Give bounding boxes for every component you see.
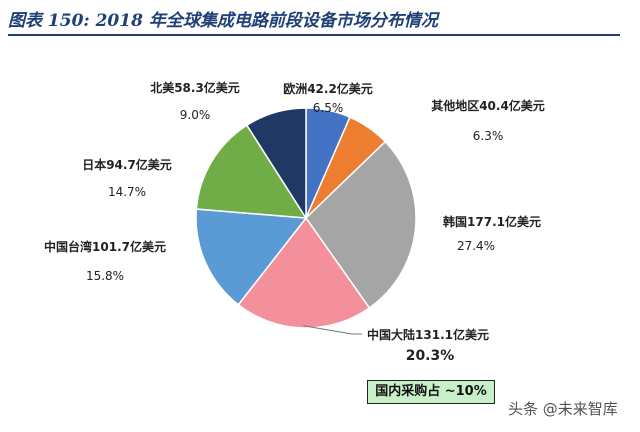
slice-name-label-1: 其他地区40.4亿美元 — [431, 98, 545, 113]
slice-name-label-2: 韩国177.1亿美元 — [443, 214, 541, 229]
pie-slice-2 — [305, 140, 417, 309]
figure-title: 图表 150: 2018 年全球集成电路前段设备市场分布情况 — [8, 11, 438, 31]
slice-name-label-4: 中国台湾101.7亿美元 — [44, 239, 166, 254]
pie-slice-6 — [245, 107, 307, 221]
pie-slice-3 — [237, 216, 371, 329]
slice-percent-label-2: 27.4% — [457, 239, 495, 253]
title-rule — [8, 34, 620, 36]
slice-percent-label-4: 15.8% — [86, 269, 124, 283]
leader-line-3 — [303, 325, 362, 335]
slice-percent-label-6: 9.0% — [180, 108, 211, 122]
pie-slice-4 — [195, 208, 308, 306]
slice-name-label-0: 欧洲42.2亿美元 — [283, 81, 373, 96]
slice-name-label-5: 日本94.7亿美元 — [82, 157, 172, 172]
watermark: 头条 @未来智库 — [508, 400, 618, 418]
slice-percent-label-5: 14.7% — [108, 185, 146, 199]
slice-percent-label-0: 6.5% — [313, 101, 344, 115]
slice-percent-label-1: 6.3% — [473, 129, 504, 143]
slice-percent-label-3: 20.3% — [406, 348, 455, 364]
pie-slice-5 — [195, 124, 308, 219]
pie-chart-svg: 欧洲42.2亿美元 6.5% 其他地区40.4亿美元 6.3% 韩国177.1亿美元 27… — [44, 80, 545, 364]
domestic-purchase-note: 国内采购占 ~10% — [367, 380, 495, 404]
slice-name-label-6: 北美58.3亿美元 — [150, 80, 240, 95]
slice-name-label-3: 中国大陆131.1亿美元 — [367, 327, 489, 342]
pie-chart: 欧洲42.2亿美元 6.5% 其他地区40.4亿美元 6.3% 韩国177.1亿美元 27… — [0, 36, 640, 432]
